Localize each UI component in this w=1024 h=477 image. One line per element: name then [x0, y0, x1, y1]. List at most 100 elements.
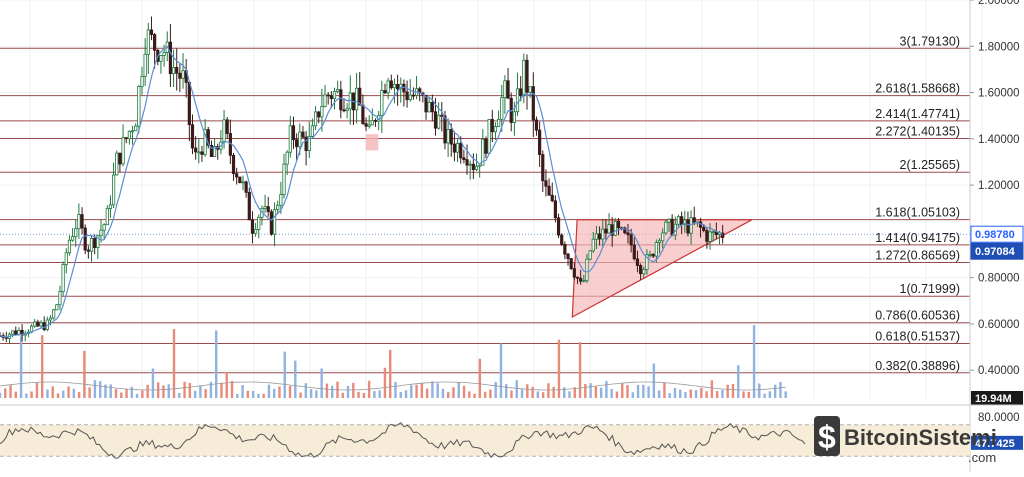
volume-bar [779, 382, 782, 398]
y-tick-label: 1.20000 [978, 180, 1020, 192]
volume-bar [536, 391, 540, 398]
volume-bar [415, 384, 418, 398]
price-axis: 2.00000 1.80000 1.60000 1.40000 1.20000 0.800… [969, 0, 1020, 472]
candle-body [134, 125, 138, 132]
y-tick-label: 0.80000 [978, 273, 1020, 285]
volume-bar [436, 383, 439, 398]
candle-body [342, 109, 346, 112]
fib-level-label: 2.414(1.47741) [875, 107, 960, 121]
candle-body [323, 94, 327, 107]
volume-bar [72, 388, 76, 398]
volume-bar [394, 382, 397, 398]
candle-body [405, 91, 409, 101]
volume-bar [246, 390, 250, 398]
candle-body [541, 154, 545, 182]
volume-bar [373, 391, 376, 398]
volume-bar [425, 388, 429, 398]
volume-bar [584, 383, 587, 398]
volume-bar [25, 393, 28, 398]
candle-body [39, 322, 43, 327]
candle-body [597, 233, 602, 240]
candle-body [108, 204, 113, 209]
fib-level-label: 1(0.71999) [900, 282, 960, 296]
candle-body [93, 237, 97, 249]
price-tag-label: 0.97084 [975, 246, 1016, 258]
candle-body [389, 80, 393, 89]
candle-body [392, 84, 397, 89]
volume-bar [35, 382, 39, 398]
candle-body [153, 34, 157, 51]
volume-bar [193, 390, 197, 398]
volume-bar [241, 385, 244, 398]
candle-body [664, 221, 668, 234]
candle-body [635, 258, 640, 266]
volume-bar [447, 392, 450, 398]
candle-body [14, 330, 18, 335]
candle-body [721, 232, 725, 238]
candle-body [686, 219, 690, 234]
watermark-subtext: .com [968, 450, 996, 465]
volume-bar [705, 391, 708, 398]
candle-body [670, 218, 674, 236]
candle-body [493, 126, 498, 133]
candle-body [288, 125, 292, 153]
candle-body [244, 181, 248, 193]
volume-bar [19, 336, 23, 398]
volume-bar [40, 335, 44, 398]
candle-body [588, 250, 592, 260]
volume-bar [62, 390, 65, 398]
candle-body [607, 224, 611, 234]
volume-bar [557, 339, 561, 398]
candle-body [121, 137, 125, 165]
candle-body [370, 120, 374, 126]
candle-body [67, 239, 72, 254]
price-tag-box [970, 242, 1024, 260]
volume-average-line [0, 381, 786, 391]
candle-body [522, 59, 526, 96]
volume-bar [389, 349, 392, 398]
volume-bar [251, 390, 255, 398]
volume-bar [399, 391, 402, 398]
volume-bar [404, 390, 408, 398]
candle-body [654, 242, 658, 257]
candle-body [471, 163, 475, 170]
volume-bar [188, 382, 192, 398]
volume-bar [552, 386, 555, 398]
candle-body [181, 70, 185, 79]
candle-body [194, 147, 198, 153]
candle-body [680, 216, 684, 225]
candle-body [20, 329, 24, 336]
rsi-panel: 80.0000 47.7425 [0, 404, 1024, 459]
price-tag-box [970, 225, 1024, 243]
candle-body [86, 249, 90, 252]
fibonacci-labels: 3(1.79130) 2.618(1.58668) 2.414(1.47741) 2.… [875, 34, 960, 372]
candle-body [544, 180, 548, 187]
candle-body [594, 233, 599, 240]
candle-body [705, 230, 709, 242]
candle-body [437, 114, 441, 129]
volume-bar [483, 391, 487, 398]
volume-bar [225, 372, 228, 398]
candle-body [468, 163, 472, 166]
candle-body [55, 304, 59, 311]
volume-bar [14, 391, 18, 398]
candle-body [175, 67, 179, 74]
fibonacci-lines [0, 47, 970, 374]
candle-body [102, 224, 106, 231]
y-tick-label: 1.80000 [978, 41, 1020, 53]
candle-body [556, 217, 561, 236]
candle-body [512, 111, 516, 123]
candle-body [579, 277, 583, 282]
candle-body [112, 174, 116, 206]
volume-bar [46, 389, 49, 398]
volume-bar [341, 392, 344, 398]
candle-body [332, 91, 337, 99]
volume-bar [109, 384, 112, 398]
volume-bar [273, 388, 276, 398]
candle-body [585, 258, 589, 282]
candle-body [616, 220, 621, 229]
volume-bar [773, 384, 777, 398]
candle-body [711, 231, 715, 234]
candle-body [257, 216, 261, 230]
candle-body [651, 253, 655, 257]
